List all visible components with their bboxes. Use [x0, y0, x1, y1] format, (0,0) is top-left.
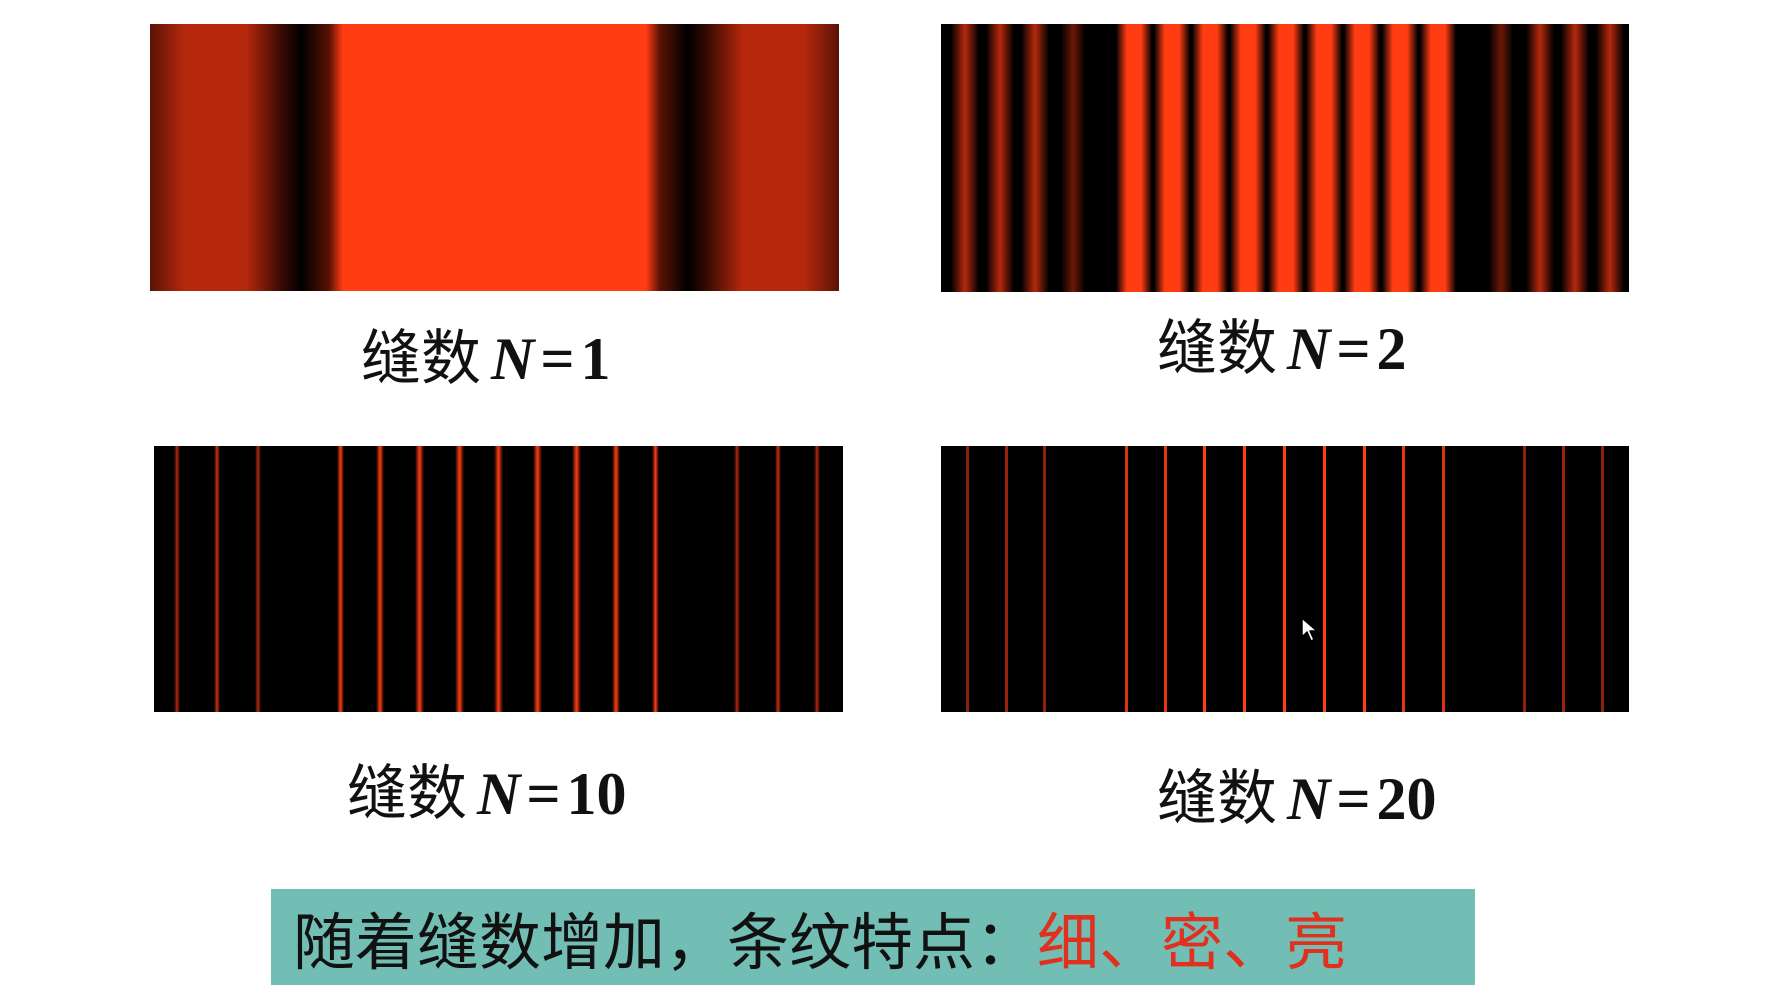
fringe-graphic-n10	[154, 446, 843, 712]
bright-fringes-n2	[1116, 24, 1456, 292]
caption-variable: N	[1287, 766, 1331, 832]
summary-highlight-dense: 密	[1161, 906, 1224, 979]
caption-equals: =	[526, 761, 561, 827]
caption-n2: 缝数 N = 2	[1157, 300, 1407, 387]
fringe-pattern-n10	[154, 446, 843, 712]
caption-prefix: 缝数	[361, 324, 481, 394]
summary-highlight-bright: 亮	[1285, 906, 1348, 979]
caption-prefix: 缝数	[1157, 314, 1277, 384]
fringe-graphic-n1	[150, 24, 839, 291]
fringe-pattern-n20	[941, 446, 1629, 712]
fringe-graphic-n20	[941, 446, 1629, 712]
bright-fringes-n20	[966, 446, 1604, 712]
caption-n10: 缝数 N = 10	[347, 745, 627, 832]
summary-text: 随着缝数增加，条纹特点：	[293, 906, 1038, 979]
mouse-pointer-icon	[1301, 617, 1319, 647]
bright-fringes-n10	[174, 446, 820, 712]
side-fringes-n2	[951, 24, 1624, 292]
summary-separator: 、	[1099, 906, 1162, 979]
summary-banner: 随着缝数增加，条纹特点： 细 、 密 、 亮	[271, 889, 1475, 985]
caption-prefix: 缝数	[347, 759, 467, 829]
fringe-pattern-n1	[150, 24, 839, 291]
caption-variable: N	[477, 761, 521, 827]
fringe-graphic-n2	[941, 24, 1629, 292]
caption-value: 1	[580, 326, 611, 392]
summary-highlight-thin: 细	[1037, 906, 1100, 979]
fringe-fill-n1	[150, 24, 839, 291]
caption-n1: 缝数 N = 1	[361, 310, 611, 397]
caption-value: 10	[566, 761, 627, 827]
caption-prefix: 缝数	[1157, 764, 1277, 834]
caption-equals: =	[1336, 316, 1371, 382]
caption-equals: =	[540, 326, 575, 392]
caption-variable: N	[491, 326, 535, 392]
caption-variable: N	[1287, 316, 1331, 382]
caption-value: 2	[1376, 316, 1407, 382]
caption-value: 20	[1376, 766, 1437, 832]
caption-equals: =	[1336, 766, 1371, 832]
summary-separator: 、	[1223, 906, 1286, 979]
caption-n20: 缝数 N = 20	[1157, 750, 1437, 837]
fringe-pattern-n2	[941, 24, 1629, 292]
